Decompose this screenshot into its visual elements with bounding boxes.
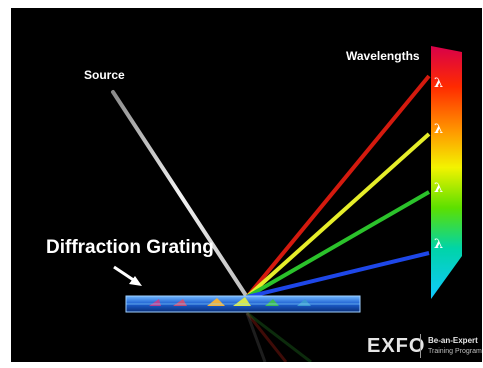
red-beam — [245, 74, 431, 299]
grating-label: Diffraction Grating — [46, 237, 214, 258]
wavelengths-label: Wavelengths — [346, 49, 420, 63]
lambda-yellow: λ — [434, 122, 444, 137]
diffraction-slide: Source Wavelengths Diffraction Grating λ… — [11, 8, 482, 362]
yellow-beam — [245, 132, 431, 299]
pointer-arrow-line — [113, 265, 136, 283]
exfo-logo: EXFO — [367, 335, 426, 357]
source-reflection — [245, 312, 267, 362]
green-beam — [246, 190, 430, 299]
pointer-arrow-icon — [129, 276, 142, 286]
source-beam — [111, 90, 249, 299]
lambda-green: λ — [434, 181, 444, 196]
green-reflection — [246, 311, 312, 362]
source-label: Source — [84, 68, 125, 82]
lambda-blue: λ — [434, 237, 444, 252]
spectrum-panel — [431, 46, 462, 299]
blue-beam — [246, 251, 430, 299]
tagline-primary: Be-an-Expert — [428, 336, 478, 345]
lambda-red: λ — [434, 76, 444, 91]
diffraction-diagram — [111, 46, 462, 362]
logo-divider — [420, 334, 421, 358]
red-reflection — [245, 312, 288, 362]
tagline-secondary: Training Program — [428, 348, 482, 355]
